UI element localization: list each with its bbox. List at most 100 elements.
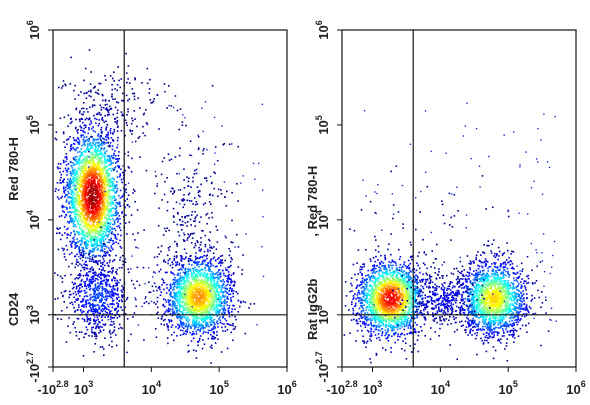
event-dot [179, 329, 182, 331]
event-dot [91, 169, 94, 172]
event-dot [143, 302, 146, 304]
event-dot [80, 252, 83, 254]
event-dot [225, 269, 227, 271]
event-dot [203, 301, 205, 304]
event-dot [71, 173, 74, 175]
event-dot [213, 292, 216, 295]
event-dot [87, 194, 90, 196]
event-dot [216, 265, 218, 268]
event-dot [183, 332, 185, 335]
event-dot [122, 288, 124, 291]
event-dot [97, 248, 99, 250]
event-dot [186, 276, 188, 278]
event-dot [71, 170, 74, 172]
event-dot [83, 186, 85, 189]
event-dot [81, 165, 83, 167]
event-dot [174, 285, 176, 287]
event-dot [181, 323, 184, 325]
event-dot [83, 304, 86, 306]
event-dot [92, 189, 95, 191]
event-dot [70, 147, 72, 150]
event-dot [93, 114, 95, 117]
event-dot [97, 161, 99, 163]
event-dot [106, 191, 108, 193]
event-dot [103, 190, 105, 193]
event-dot [108, 190, 110, 192]
event-dot [84, 118, 87, 121]
event-dot [103, 189, 105, 191]
event-dot [175, 307, 177, 309]
event-dot [84, 192, 87, 195]
event-dot [181, 268, 183, 271]
event-dot [204, 289, 206, 291]
event-dot [102, 233, 104, 235]
event-dot [83, 204, 86, 206]
event-dot [101, 154, 103, 156]
event-dot [65, 156, 68, 159]
event-dot [108, 249, 111, 251]
event-dot [167, 310, 169, 313]
event-dot [87, 175, 90, 177]
event-dot [197, 272, 200, 274]
event-dot [72, 184, 74, 187]
event-dot [96, 157, 99, 160]
event-dot [82, 217, 85, 220]
event-dot [88, 234, 90, 236]
event-dot [81, 205, 83, 207]
event-dot [217, 312, 219, 314]
event-dot [94, 172, 96, 175]
event-dot [66, 143, 68, 145]
event-dot [207, 262, 209, 265]
event-dot [211, 335, 214, 338]
event-dot [213, 307, 216, 309]
event-dot [76, 177, 78, 180]
event-dot [111, 177, 114, 179]
event-dot [110, 293, 112, 296]
event-dot [78, 159, 81, 162]
event-dot [80, 233, 83, 235]
event-dot [91, 162, 94, 165]
event-dot [237, 292, 239, 295]
event-dot [217, 271, 219, 273]
event-dot [191, 315, 194, 317]
event-dot [115, 184, 118, 186]
event-dot [75, 179, 77, 182]
event-dot [194, 308, 196, 310]
event-dot [199, 274, 201, 277]
event-dot [106, 282, 108, 285]
event-dot [73, 180, 75, 182]
event-dot [102, 303, 104, 305]
event-dot [226, 288, 228, 290]
event-dot [194, 277, 196, 279]
event-dot [163, 312, 166, 315]
event-dot [208, 316, 210, 319]
event-dot [178, 290, 180, 292]
event-dot [106, 218, 108, 221]
event-dot [111, 313, 113, 315]
event-dot [97, 181, 99, 183]
event-dot [199, 295, 202, 297]
event-dot [117, 219, 119, 221]
event-dot [187, 289, 189, 291]
event-dot [148, 302, 150, 305]
event-dot [181, 329, 184, 332]
event-dot [118, 323, 121, 326]
event-dot [203, 281, 205, 284]
event-dot [110, 160, 112, 162]
event-dot [95, 185, 97, 188]
event-dot [169, 295, 172, 297]
event-dot [83, 207, 85, 209]
event-dot [188, 307, 191, 310]
event-dot [119, 205, 122, 207]
event-dot [70, 181, 72, 183]
event-dot [92, 304, 94, 306]
event-dot [118, 175, 121, 178]
event-dot [194, 306, 197, 309]
event-dot [97, 260, 100, 262]
event-dot [69, 207, 71, 209]
event-dot [100, 229, 103, 231]
event-dot [84, 162, 87, 165]
event-dot [100, 126, 103, 129]
event-dot [81, 194, 83, 196]
event-dot [198, 339, 201, 342]
